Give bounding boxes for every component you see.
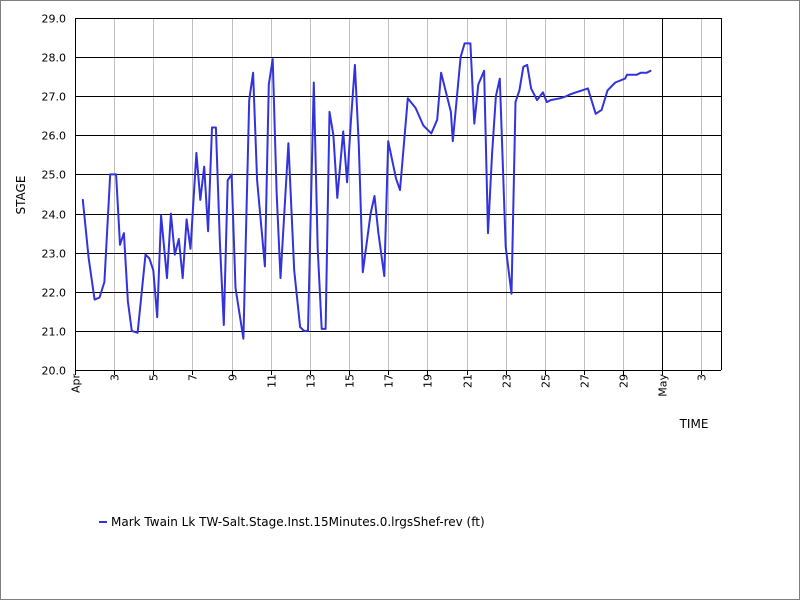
- x-tick-label: 29: [618, 374, 631, 388]
- y-tick-label: 26.0: [42, 130, 67, 143]
- x-tick-label: 17: [383, 374, 396, 388]
- x-tick-label: 5: [148, 374, 161, 381]
- x-tick-label: 13: [305, 374, 318, 388]
- x-tick-label: 7: [187, 374, 200, 381]
- y-tick-label: 21.0: [42, 326, 67, 339]
- x-tick-label: 9: [227, 374, 240, 381]
- y-tick-label: 22.0: [42, 287, 67, 300]
- x-tick-label: 27: [579, 374, 592, 388]
- series-layer: [81, 42, 652, 340]
- y-tick-label: 27.0: [42, 91, 67, 104]
- legend: Mark Twain Lk TW-Salt.Stage.Inst.15Minut…: [99, 515, 485, 529]
- x-tick-label: 21: [462, 374, 475, 388]
- grid: [75, 18, 722, 371]
- x-tick-label: 3: [696, 374, 709, 381]
- x-tick-label: May: [657, 374, 670, 397]
- y-tick-label: 24.0: [42, 209, 67, 222]
- y-tick-label: 25.0: [42, 169, 67, 182]
- x-tick-label: 15: [344, 374, 357, 388]
- x-tick-label: 11: [266, 374, 279, 388]
- axes: 20.0 21.0 22.0 23.0 24.0 25.0 26.0 27.0 28.0 29.0…: [42, 13, 709, 397]
- x-tick-label: 3: [109, 374, 122, 381]
- legend-label: Mark Twain Lk TW-Salt.Stage.Inst.15Minut…: [111, 515, 485, 529]
- series-line: [81, 42, 652, 340]
- x-tick-label: Apr: [70, 374, 83, 394]
- y-tick-label: 28.0: [42, 52, 67, 65]
- x-tick-label: 25: [540, 374, 553, 388]
- y-axis-title: STAGE: [14, 176, 28, 215]
- y-tick-label: 20.0: [42, 365, 67, 378]
- y-tick-label: 23.0: [42, 248, 67, 261]
- x-tick-label: 23: [501, 374, 514, 388]
- x-tick-label: 19: [422, 374, 435, 388]
- y-tick-label: 29.0: [42, 13, 67, 26]
- x-axis-title: TIME: [679, 417, 709, 431]
